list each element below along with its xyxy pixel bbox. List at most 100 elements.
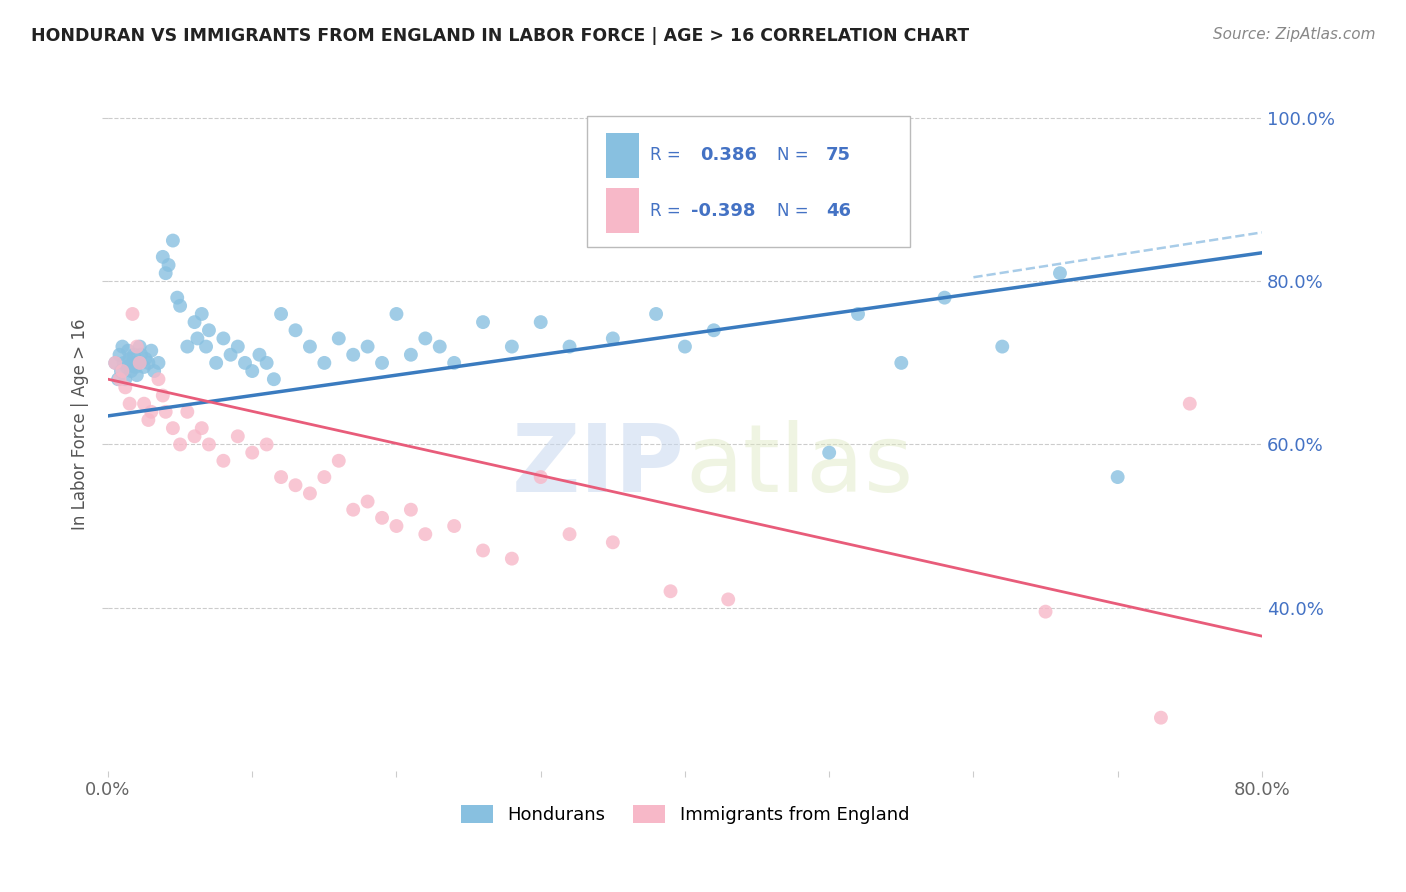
Point [186,331,208,345]
Point [111,364,134,378]
Text: HONDURAN VS IMMIGRANTS FROM ENGLAND IN LABOR FORCE | AGE > 16 CORRELATION CHART: HONDURAN VS IMMIGRANTS FROM ENGLAND IN L… [31,27,969,45]
Point [162,234,184,248]
Point [659,584,682,599]
Point [703,323,725,337]
Point [846,307,869,321]
Point [413,331,436,345]
Point [314,470,336,484]
Point [138,356,160,370]
Point [240,445,263,459]
Text: N =: N = [778,146,814,164]
Point [155,266,177,280]
Point [399,502,422,516]
Point [745,144,768,158]
Point [115,359,138,374]
Point [256,437,278,451]
Point [385,519,408,533]
Point [342,502,364,516]
Point [233,356,256,370]
Point [162,421,184,435]
Point [121,307,143,321]
Point [991,340,1014,354]
Bar [606,188,638,234]
Point [328,331,350,345]
Point [314,356,336,370]
Point [530,315,553,329]
Bar [606,133,638,178]
Legend: Hondurans, Immigrants from England: Hondurans, Immigrants from England [461,805,910,824]
Point [256,356,278,370]
Point [226,429,249,443]
Text: N =: N = [778,202,814,219]
Point [472,315,495,329]
Point [818,445,841,459]
Point [284,478,307,492]
Point [342,348,364,362]
Point [645,307,668,321]
Point [132,397,155,411]
Point [673,340,696,354]
Point [198,437,221,451]
Text: 0.386: 0.386 [700,146,756,164]
Point [176,340,198,354]
Point [356,340,378,354]
Point [934,291,956,305]
Point [190,421,212,435]
Point [125,368,148,383]
Point [413,527,436,541]
Point [1150,711,1173,725]
Point [121,356,143,370]
Y-axis label: In Labor Force | Age > 16: In Labor Force | Age > 16 [72,318,89,530]
Point [114,372,136,386]
Point [148,356,170,370]
Point [602,331,624,345]
Point [399,348,422,362]
Point [152,388,174,402]
Point [134,351,156,366]
Point [108,348,131,362]
Point [1107,470,1129,484]
Point [190,307,212,321]
Point [270,307,292,321]
Point [890,356,912,370]
Point [127,356,149,370]
Point [530,470,553,484]
Point [263,372,285,386]
Point [443,356,465,370]
Point [125,340,148,354]
Point [429,340,451,354]
Text: Source: ZipAtlas.com: Source: ZipAtlas.com [1212,27,1375,42]
Point [104,356,127,370]
Point [141,405,163,419]
Point [198,323,221,337]
Point [118,397,141,411]
Point [108,372,131,386]
Point [558,340,581,354]
Text: -0.398: -0.398 [690,202,755,219]
Point [501,340,523,354]
FancyBboxPatch shape [586,116,910,247]
Point [114,380,136,394]
Point [205,356,228,370]
Point [169,437,191,451]
Point [472,543,495,558]
Point [117,343,139,358]
Point [602,535,624,549]
Point [166,291,188,305]
Point [789,160,811,174]
Point [212,331,235,345]
Point [501,551,523,566]
Point [107,372,129,386]
Point [385,307,408,321]
Point [128,340,150,354]
Point [298,340,321,354]
Point [1035,605,1057,619]
Point [148,372,170,386]
Point [240,364,263,378]
Text: 75: 75 [825,146,851,164]
Point [298,486,321,500]
Point [118,351,141,366]
Text: 46: 46 [825,202,851,219]
Point [169,299,191,313]
Point [141,343,163,358]
